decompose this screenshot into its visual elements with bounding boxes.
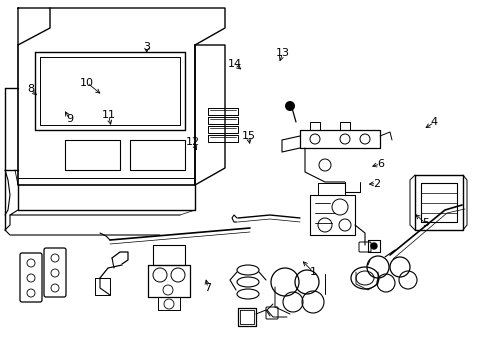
Text: 5: 5 — [421, 218, 428, 228]
Text: 3: 3 — [143, 42, 150, 52]
Text: 10: 10 — [80, 78, 94, 88]
FancyBboxPatch shape — [44, 248, 66, 297]
Text: 13: 13 — [275, 48, 289, 58]
Text: 15: 15 — [241, 131, 255, 141]
Text: 2: 2 — [372, 179, 379, 189]
Text: 9: 9 — [66, 114, 73, 124]
Circle shape — [285, 101, 294, 111]
Text: 1: 1 — [309, 267, 316, 277]
FancyBboxPatch shape — [265, 307, 278, 319]
Text: 12: 12 — [186, 137, 200, 147]
Text: 4: 4 — [430, 117, 437, 127]
Circle shape — [370, 243, 376, 249]
FancyBboxPatch shape — [358, 242, 370, 252]
Text: 8: 8 — [27, 84, 34, 94]
Text: 11: 11 — [102, 110, 115, 120]
Text: 7: 7 — [204, 283, 211, 293]
Text: 6: 6 — [376, 159, 383, 169]
Text: 14: 14 — [227, 59, 241, 69]
FancyBboxPatch shape — [20, 253, 42, 302]
